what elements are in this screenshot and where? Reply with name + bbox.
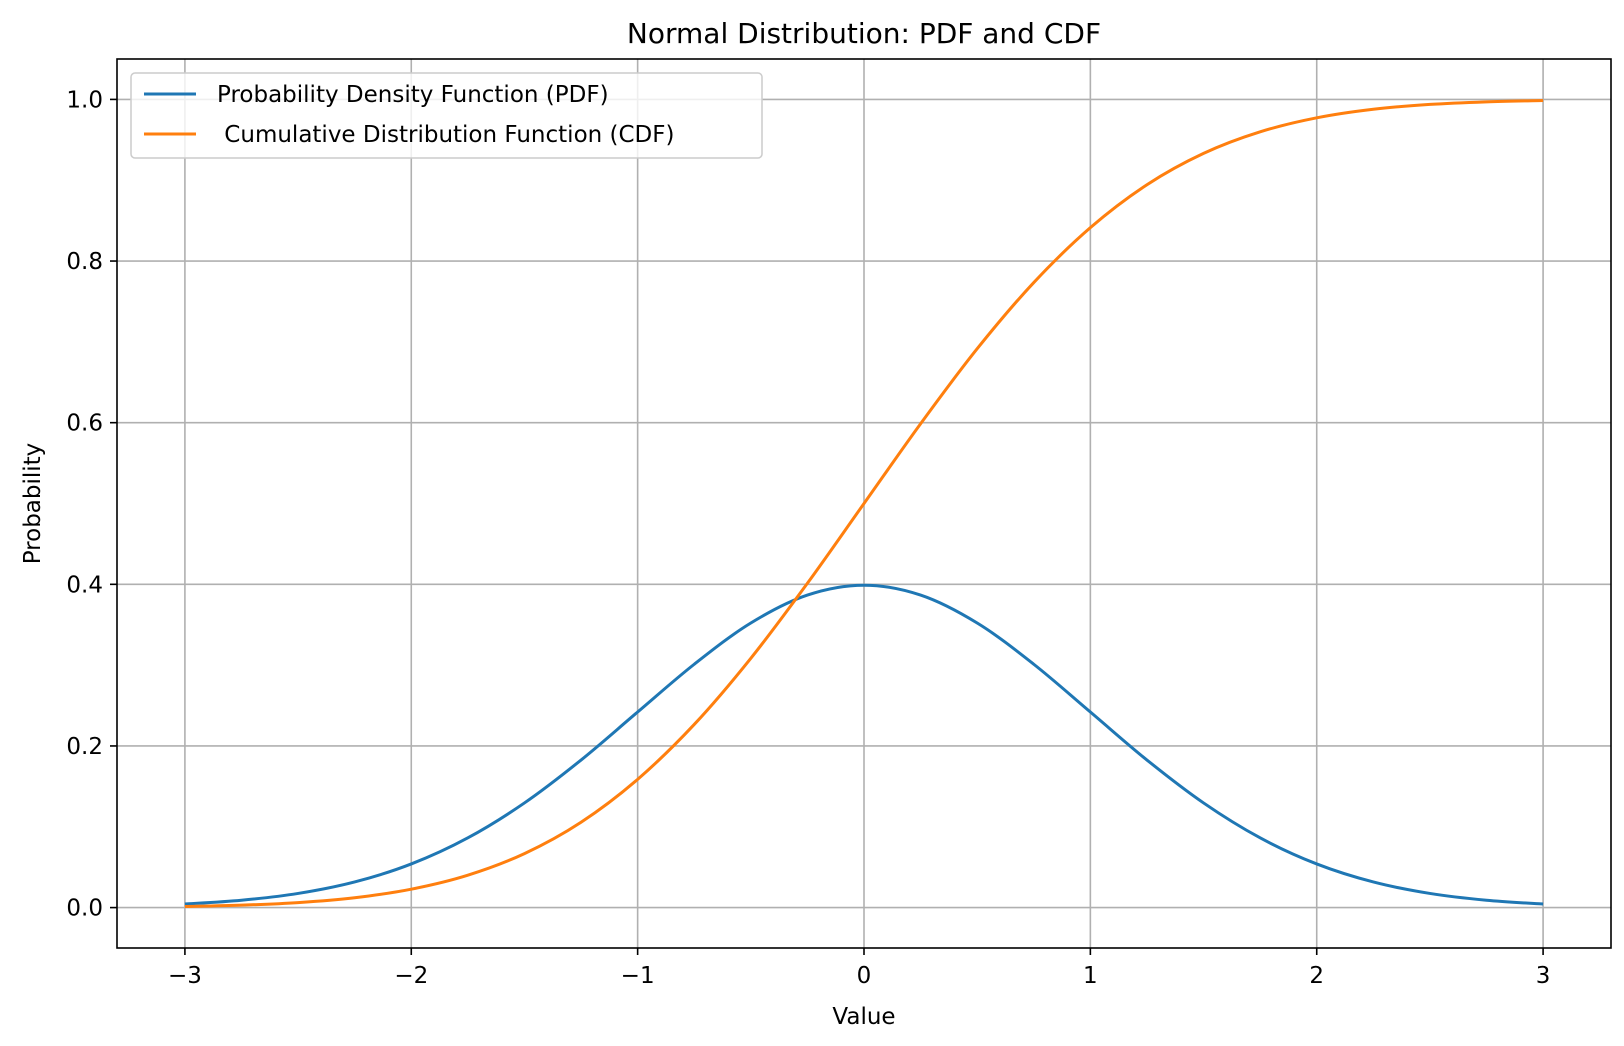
y-tick-label: 0.4 <box>66 572 103 598</box>
y-tick-label: 1.0 <box>66 87 103 113</box>
x-tick-label: −2 <box>394 963 428 989</box>
legend-label-cdf: Cumulative Distribution Function (CDF) <box>217 122 674 148</box>
x-tick-label: 0 <box>857 963 872 989</box>
x-tick-label: 1 <box>1083 963 1098 989</box>
legend-box <box>130 72 763 159</box>
x-tick-label: 3 <box>1536 963 1551 989</box>
y-tick-label: 0.6 <box>66 411 103 437</box>
legend: Probability Density Function (PDF) Cumul… <box>130 72 763 159</box>
x-tick-label: −3 <box>168 963 202 989</box>
y-tick-label: 0.0 <box>66 896 103 922</box>
chart-title: Normal Distribution: PDF and CDF <box>627 17 1101 50</box>
x-axis-label: Value <box>832 1004 895 1030</box>
pdf-line <box>184 583 1544 906</box>
x-tick-label: −1 <box>621 963 655 989</box>
y-tick-label: 0.2 <box>66 734 103 760</box>
cdf-line <box>184 98 1544 909</box>
y-axis-label: Probability <box>20 443 46 565</box>
y-tick-label: 0.8 <box>66 249 103 275</box>
legend-label-pdf: Probability Density Function (PDF) <box>217 82 609 108</box>
x-tick-label: 2 <box>1309 963 1324 989</box>
axis-ticks: −3 −2 −1 0 1 2 3 0.0 0.2 0.4 0.6 0.8 1.0 <box>66 87 1550 989</box>
series-lines <box>184 98 1544 909</box>
